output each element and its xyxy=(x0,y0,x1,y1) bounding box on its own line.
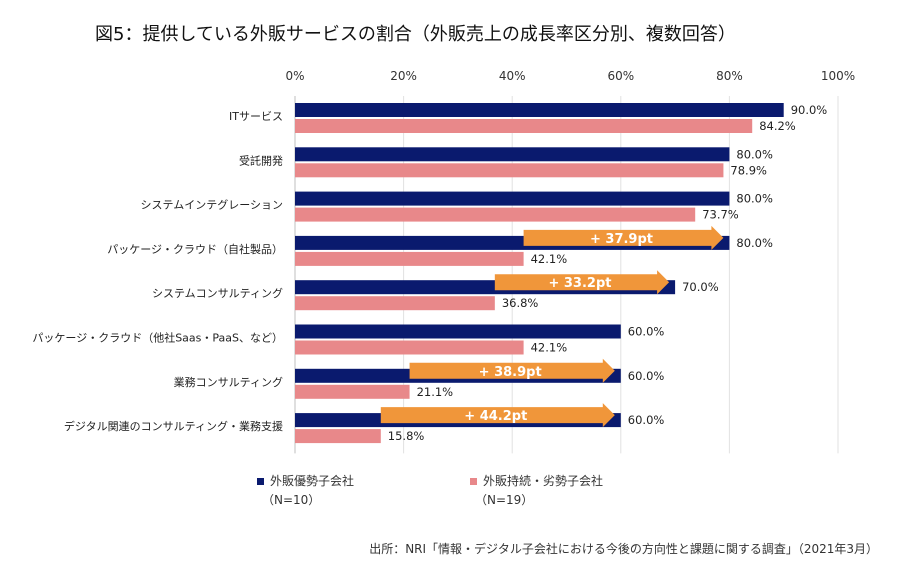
legend-item-series-1: 外販優勢子会社 xyxy=(257,472,354,489)
value-label: 90.0% xyxy=(791,103,828,117)
chart-title: 図5：提供している外販サービスの割合（外販売上の成長率区分別、複数回答） xyxy=(95,24,736,45)
bar-2 xyxy=(295,207,696,222)
value-label: 42.1% xyxy=(531,341,568,355)
bar-2 xyxy=(295,251,524,266)
bar-1 xyxy=(295,191,730,206)
x-tick-label: 40% xyxy=(499,69,526,83)
category-label: 業務コンサルティング xyxy=(174,375,283,389)
legend-n-series-1: （N=10） xyxy=(262,493,321,507)
legend-label-2: 外販持続・劣勢子会社 xyxy=(483,474,604,488)
bar-2 xyxy=(295,384,410,399)
bar-2 xyxy=(295,429,381,444)
bar-2 xyxy=(295,296,495,311)
x-tick-label: 0% xyxy=(285,69,304,83)
value-label: 80.0% xyxy=(736,147,773,161)
value-label: 36.8% xyxy=(502,296,539,310)
x-tick-label: 80% xyxy=(716,69,743,83)
bar-1 xyxy=(295,147,730,162)
legend-label-1: 外販優勢子会社 xyxy=(270,474,355,488)
x-tick-label: 20% xyxy=(390,69,417,83)
x-tick-labels: 0% 20% 40% 60% 80% 100% xyxy=(285,69,855,83)
category-label: パッケージ・クラウド（他社Saas・PaaS、など） xyxy=(32,331,283,345)
value-label: 70.0% xyxy=(682,280,719,294)
category-label: 受託開発 xyxy=(239,153,283,167)
x-tick-label: 60% xyxy=(607,69,634,83)
legend-swatch-1 xyxy=(257,478,264,485)
bar-2 xyxy=(295,163,724,178)
legend-swatch-2 xyxy=(470,478,477,485)
difference-label: + 44.2pt xyxy=(464,409,527,424)
value-label: 60.0% xyxy=(628,413,665,427)
difference-arrow xyxy=(409,358,615,383)
source-note: 出所：NRI「情報・デジタル子会社における今後の方向性と課題に関する調査」（20… xyxy=(369,542,878,556)
bar-1 xyxy=(295,103,784,117)
bars xyxy=(295,103,784,444)
category-label: ITサービス xyxy=(229,110,283,123)
x-tick-label: 100% xyxy=(821,69,855,83)
bar-2 xyxy=(295,119,753,133)
difference-label: + 38.9pt xyxy=(479,365,542,380)
bar-chart: 0% 20% 40% 60% 80% 100% ITサービス受託開発システムインテグレーシ… xyxy=(32,69,855,454)
difference-arrow xyxy=(523,225,724,250)
value-label: 15.8% xyxy=(388,429,425,443)
value-label: 60.0% xyxy=(628,325,665,339)
category-label: システムコンサルティング xyxy=(152,286,283,300)
legend-item-series-2: 外販持続・劣勢子会社 xyxy=(470,472,603,489)
category-label: システムインテグレーション xyxy=(141,198,283,212)
legend-n-series-2: （N=19） xyxy=(475,493,534,507)
bar-1 xyxy=(295,324,621,339)
bar-2 xyxy=(295,340,524,355)
value-label: 60.0% xyxy=(628,369,665,383)
value-label: 73.7% xyxy=(702,208,739,222)
value-label: 42.1% xyxy=(531,252,568,266)
difference-arrow xyxy=(494,270,670,295)
difference-label: + 37.9pt xyxy=(590,232,653,247)
difference-arrow xyxy=(380,403,615,428)
category-label: デジタル関連のコンサルティング・業務支援 xyxy=(64,419,283,433)
value-labels: 90.0% 80.0% 80.0% 80.0% 70.0% 60.0% 60.0% 60.0%… xyxy=(388,103,828,443)
value-label: 80.0% xyxy=(736,236,773,250)
difference-label: + 33.2pt xyxy=(548,276,611,291)
category-label: パッケージ・クラウド（自社製品） xyxy=(107,242,283,256)
value-label: 80.0% xyxy=(736,192,773,206)
value-label: 84.2% xyxy=(759,119,796,133)
difference-arrows: + 37.9pt + 33.2pt + 38.9pt + 44.2pt xyxy=(380,225,724,428)
value-label: 21.1% xyxy=(417,385,454,399)
value-label: 78.9% xyxy=(730,163,767,177)
